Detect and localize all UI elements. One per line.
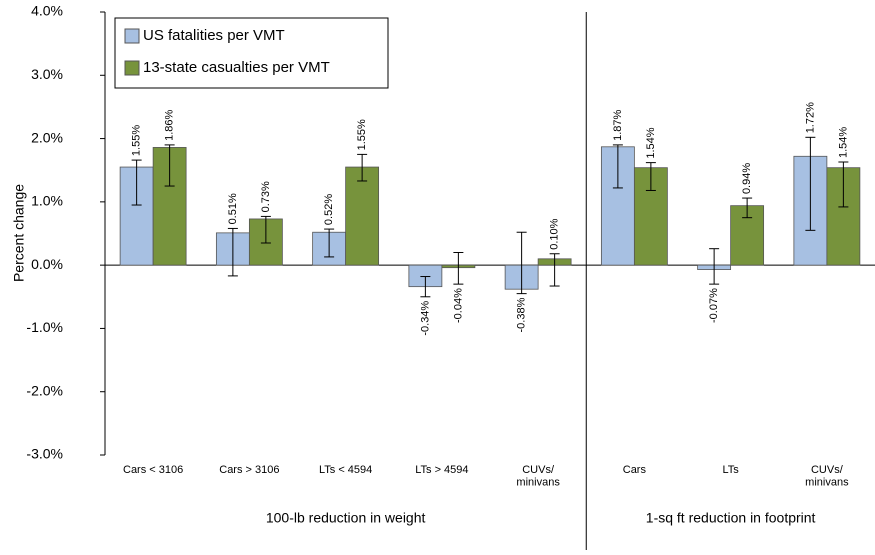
value-label: 1.86%	[164, 109, 176, 140]
legend-box	[114, 17, 389, 89]
legend-label: 13-state casualties per VMT	[143, 59, 330, 76]
value-label: 1.72%	[804, 102, 816, 133]
y-tick-label: -3.0%	[26, 446, 63, 462]
x-tick-label: CUVs/minivans	[516, 464, 560, 489]
y-axis-label: Percent change	[11, 184, 27, 282]
y-tick-label: 3.0%	[31, 66, 63, 82]
x-tick-label: LTs > 4594	[415, 464, 468, 476]
x-tick-label: LTs < 4594	[319, 464, 372, 476]
value-label: 0.10%	[549, 218, 561, 249]
y-tick-label: -1.0%	[26, 319, 63, 335]
value-label: -0.34%	[419, 301, 431, 336]
x-tick-label: CUVs/minivans	[805, 464, 849, 489]
y-tick-label: 4.0%	[31, 3, 63, 19]
legend-swatch	[124, 60, 140, 76]
value-label: 0.94%	[741, 163, 753, 194]
value-label: -0.38%	[516, 297, 528, 332]
x-tick-label: Cars	[623, 464, 647, 476]
y-tick-label: -2.0%	[26, 382, 63, 398]
value-label: 0.52%	[323, 194, 335, 225]
group-label: 100-lb reduction in weight	[266, 510, 426, 526]
legend-swatch	[124, 28, 140, 44]
bar	[345, 166, 380, 266]
x-tick-label: LTs	[722, 464, 739, 476]
value-label: 1.55%	[131, 125, 143, 156]
value-label: 1.54%	[645, 127, 657, 158]
legend-label: US fatalities per VMT	[143, 27, 285, 44]
value-label: -0.04%	[452, 288, 464, 323]
y-tick-label: 2.0%	[31, 129, 63, 145]
value-label: 1.55%	[356, 119, 368, 150]
x-tick-label: Cars > 3106	[219, 464, 279, 476]
value-label: 0.73%	[260, 181, 272, 212]
value-label: 1.54%	[837, 127, 849, 158]
value-label: -0.07%	[708, 288, 720, 323]
y-tick-label: 0.0%	[31, 256, 63, 272]
value-label: 1.87%	[612, 109, 624, 140]
x-tick-label: Cars < 3106	[123, 464, 183, 476]
y-tick-label: 1.0%	[31, 193, 63, 209]
group-label: 1-sq ft reduction in footprint	[646, 510, 816, 526]
value-label: 0.51%	[227, 193, 239, 224]
